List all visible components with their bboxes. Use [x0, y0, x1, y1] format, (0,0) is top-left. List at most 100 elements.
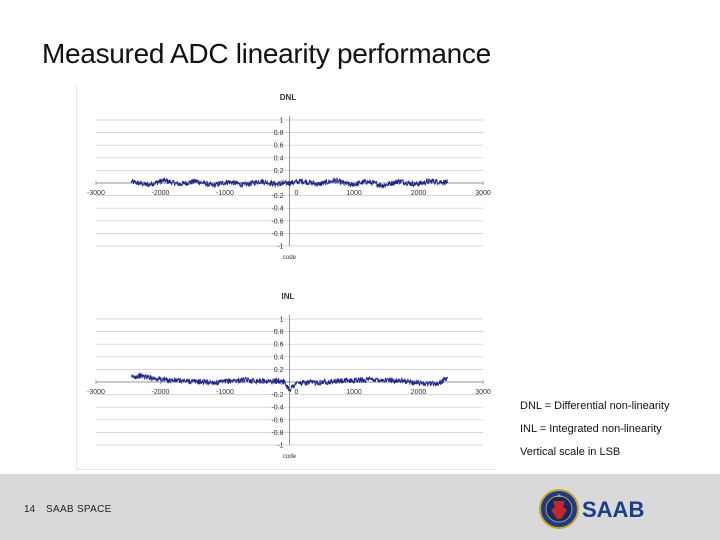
inl-chart-title: INL: [282, 292, 295, 301]
dnl-y-tick-label: 0.4: [274, 155, 284, 162]
notes-block: DNL = Differential non-linearity INL = I…: [520, 400, 670, 469]
dnl-y-tick-label: -0.2: [271, 193, 283, 200]
inl-data-point: [230, 380, 233, 382]
inl-data-point: [282, 380, 284, 382]
saab-logo: SAAB: [538, 488, 668, 530]
dnl-data-point: [195, 180, 197, 182]
inl-y-tick-label: 0: [280, 380, 284, 387]
dnl-x-tick-label: 2000: [411, 190, 427, 197]
inl-x-tick-label: 2000: [411, 389, 427, 396]
inl-y-tick-label: -0.2: [271, 392, 283, 399]
dnl-data-point: [259, 180, 262, 182]
dnl-x-axis-label: code: [283, 255, 297, 261]
inl-data-point: [205, 381, 207, 383]
dnl-data-point: [276, 183, 278, 185]
dnl-data-point: [350, 184, 352, 186]
inl-data-point: [217, 382, 220, 384]
inl-x-tick-label: -1000: [216, 389, 234, 396]
dnl-data-point: [414, 183, 416, 185]
dnl-x-tick-label: -3000: [87, 190, 105, 197]
inl-x-axis-label: code: [283, 454, 297, 460]
inl-y-tick-label: 0.6: [274, 342, 284, 349]
inl-data-point: [130, 376, 133, 378]
inl-y-tick-label: 0.4: [274, 354, 284, 361]
dnl-y-tick-label: 0.2: [274, 168, 284, 175]
inl-y-tick-label: 0.2: [274, 367, 284, 374]
dnl-y-tick-label: -0.4: [271, 206, 283, 213]
inl-data-point: [437, 383, 439, 385]
inl-chart-svg: INL 1 0.8 0.6 0.4 0.2 0 -0.2 -0.4 -0.6 -0.8 -1 -3000…: [87, 292, 491, 460]
inl-data-point: [321, 381, 323, 383]
dnl-x-tick-label: -1000: [216, 190, 234, 197]
dnl-chart-svg: DNL 1 0.8 0.6 0.4 0.2 0 -0.2 -0.4 -0.6 -0.8 -1 -3000…: [87, 93, 491, 261]
dnl-y-tick-label: 0.8: [274, 130, 284, 137]
inl-data-point: [192, 380, 194, 382]
page-number: 14: [24, 504, 36, 515]
dnl-data-point: [130, 181, 133, 183]
dnl-data-point: [398, 180, 400, 182]
dnl-data-point: [147, 184, 149, 186]
inl-data-point: [446, 376, 449, 379]
inl-data-point: [346, 380, 349, 382]
inl-data-point: [166, 379, 168, 381]
inl-data-point: [288, 388, 291, 391]
inl-x-tick-label: 3000: [475, 389, 491, 396]
dnl-data-point: [163, 179, 165, 182]
inl-y-tick-label: -1: [277, 443, 283, 450]
dnl-y-tick-label: -0.8: [271, 231, 283, 238]
inl-data-point: [153, 377, 155, 379]
inl-data-point: [385, 379, 387, 381]
dnl-y-tick-label: -1: [277, 244, 283, 251]
inl-data-point: [424, 382, 426, 384]
inl-x-tick-label: 1000: [346, 389, 362, 396]
dnl-x-tick-label: 1000: [346, 190, 362, 197]
dnl-data-point: [243, 184, 245, 186]
inl-y-tick-label: 0.8: [274, 329, 284, 336]
inl-data-point: [411, 381, 413, 383]
note-inl-definition: INL = Integrated non-linearity: [520, 423, 662, 435]
dnl-x-tick-label: 0: [295, 190, 299, 197]
dnl-y-tick-label: -0.6: [271, 218, 283, 225]
inl-data-point: [243, 379, 245, 381]
inl-x-tick-label: -2000: [152, 389, 170, 396]
dnl-chart: DNL 1 0.8 0.6 0.4 0.2 0 -0.2 -0.4 -0.6 -0.8 -1 -3000…: [78, 86, 498, 286]
dnl-data-point: [211, 184, 213, 187]
note-vertical-scale: Vertical scale in LSB: [520, 446, 621, 458]
inl-y-tick-label: -0.6: [271, 417, 283, 424]
dnl-data-point: [430, 180, 432, 182]
inl-y-tick-label: -0.4: [271, 405, 283, 412]
inl-data-point: [398, 380, 400, 382]
dnl-y-tick-label: 0.6: [274, 143, 284, 150]
dnl-data-point: [288, 182, 291, 184]
note-dnl-definition: DNL = Differential non-linearity: [520, 400, 670, 412]
dnl-data-point: [334, 179, 336, 182]
inl-data-point: [308, 382, 310, 384]
dnl-x-tick-label: -2000: [152, 190, 170, 197]
saab-logo-wordmark: SAAB: [582, 497, 644, 522]
dnl-data-point: [366, 181, 368, 183]
dnl-series-trace: [131, 176, 448, 189]
dnl-data-point: [227, 181, 229, 183]
inl-data-point: [256, 380, 258, 382]
dnl-data-point: [382, 184, 384, 187]
inl-x-tick-label: -3000: [87, 389, 105, 396]
dnl-x-tick-label: 3000: [475, 190, 491, 197]
dnl-data-point: [317, 183, 320, 185]
slide-title: Measured ADC linearity performance: [42, 38, 491, 69]
inl-x-tick-label: 0: [295, 389, 299, 396]
dnl-y-tick-label: 1: [280, 118, 284, 125]
footer-bar: 14 SAAB SPACE SAAB: [0, 474, 720, 540]
inl-data-point: [359, 379, 362, 381]
dnl-data-point: [446, 181, 449, 183]
inl-data-point: [269, 380, 271, 382]
inl-data-point: [140, 375, 142, 377]
footer-company-text: SAAB SPACE: [46, 504, 112, 515]
saab-logo-icon: SAAB: [539, 489, 644, 529]
chart-area-border-bottom: [76, 469, 496, 470]
dnl-chart-title: DNL: [280, 93, 297, 102]
inl-data-point: [372, 378, 374, 381]
inl-y-tick-label: -0.8: [271, 430, 283, 437]
chart-area-border-left: [76, 86, 77, 470]
inl-data-point: [295, 382, 297, 384]
dnl-data-point: [179, 183, 181, 185]
